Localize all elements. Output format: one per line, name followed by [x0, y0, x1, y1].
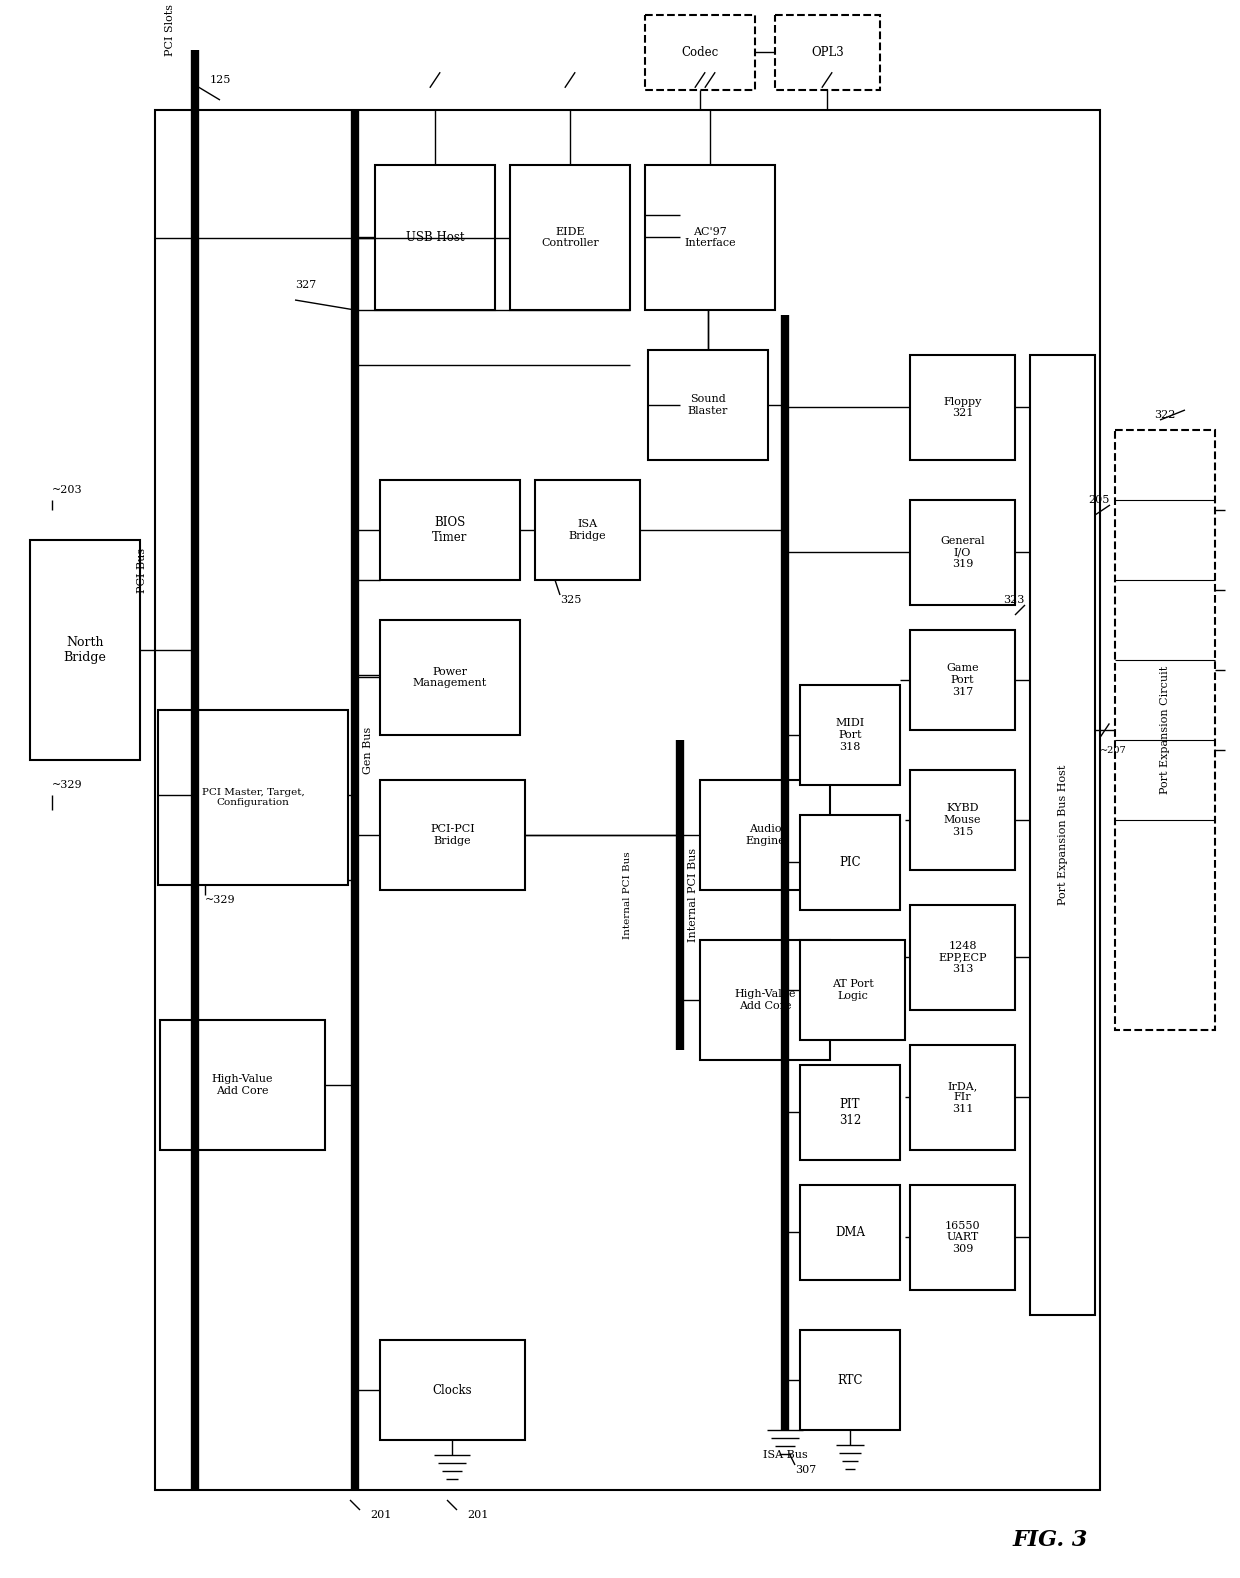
- Text: Clocks: Clocks: [433, 1384, 472, 1397]
- Text: Gen Bus: Gen Bus: [363, 726, 373, 773]
- Bar: [510, 166, 630, 309]
- Text: 325: 325: [560, 595, 582, 604]
- Text: ~207: ~207: [1100, 745, 1127, 754]
- Bar: [379, 620, 520, 735]
- Bar: [800, 685, 900, 784]
- Text: OPL3: OPL3: [811, 46, 844, 58]
- Text: PCI Bus: PCI Bus: [136, 548, 148, 593]
- Text: 201: 201: [370, 1510, 392, 1520]
- Bar: [155, 110, 1100, 1490]
- Text: Floppy
321: Floppy 321: [944, 396, 982, 418]
- Text: ~203: ~203: [52, 484, 83, 495]
- Text: 205: 205: [1089, 495, 1110, 505]
- Text: North
Bridge: North Bridge: [63, 636, 107, 664]
- Text: Game
Port
317: Game Port 317: [946, 663, 978, 696]
- Text: 1248
EPP,ECP
313: 1248 EPP,ECP 313: [939, 940, 987, 974]
- Bar: [160, 1019, 325, 1150]
- Bar: [910, 1185, 1016, 1289]
- Text: BIOS
Timer: BIOS Timer: [433, 516, 467, 544]
- Text: AT Port
Logic: AT Port Logic: [832, 980, 873, 1000]
- Text: 16550
UART
309: 16550 UART 309: [945, 1221, 981, 1255]
- Text: DMA: DMA: [835, 1226, 866, 1239]
- Text: 125: 125: [210, 76, 232, 85]
- Text: Audio
Engine: Audio Engine: [745, 824, 785, 846]
- Text: 201: 201: [467, 1510, 489, 1520]
- Bar: [645, 16, 755, 90]
- Bar: [800, 1185, 900, 1280]
- Text: Port Expansion Bus Host: Port Expansion Bus Host: [1058, 765, 1068, 906]
- Bar: [775, 16, 880, 90]
- Bar: [379, 480, 520, 581]
- Bar: [534, 480, 640, 581]
- Text: 307: 307: [795, 1464, 816, 1475]
- Text: Internal PCI Bus: Internal PCI Bus: [624, 851, 632, 939]
- Text: KYBD
Mouse
315: KYBD Mouse 315: [944, 803, 981, 836]
- Text: Internal PCI Bus: Internal PCI Bus: [688, 847, 698, 942]
- Text: High-Value
Add Core: High-Value Add Core: [212, 1075, 273, 1095]
- Text: USB Host: USB Host: [405, 230, 464, 245]
- Text: Sound
Blaster: Sound Blaster: [688, 394, 728, 415]
- Bar: [30, 540, 140, 761]
- Text: PIT
312: PIT 312: [839, 1098, 861, 1127]
- Text: ~329: ~329: [205, 895, 236, 906]
- Bar: [649, 350, 768, 461]
- Text: Codec: Codec: [681, 46, 719, 58]
- Text: PCI Slots: PCI Slots: [165, 5, 175, 55]
- Bar: [910, 770, 1016, 869]
- Bar: [910, 1045, 1016, 1150]
- Text: RTC: RTC: [837, 1373, 863, 1387]
- Bar: [910, 355, 1016, 461]
- Bar: [910, 500, 1016, 604]
- Bar: [374, 166, 495, 309]
- Bar: [1030, 355, 1095, 1314]
- Text: IrDA,
FIr
311: IrDA, FIr 311: [947, 1081, 977, 1114]
- Text: ISA
Bridge: ISA Bridge: [569, 519, 606, 541]
- Text: FIG. 3: FIG. 3: [1012, 1529, 1087, 1551]
- Text: AC'97
Interface: AC'97 Interface: [684, 227, 735, 248]
- Bar: [379, 780, 525, 890]
- Text: ~329: ~329: [52, 780, 83, 791]
- Bar: [800, 814, 900, 911]
- Text: 323: 323: [1003, 595, 1025, 604]
- Text: High-Value
Add Core: High-Value Add Core: [734, 989, 796, 1011]
- Text: EIDE
Controller: EIDE Controller: [541, 227, 599, 248]
- Text: ISA Bus: ISA Bus: [763, 1450, 807, 1460]
- Text: MIDI
Port
318: MIDI Port 318: [836, 718, 864, 751]
- Bar: [379, 1340, 525, 1441]
- Bar: [800, 940, 905, 1040]
- Bar: [800, 1330, 900, 1430]
- Text: General
I/O
319: General I/O 319: [940, 537, 985, 570]
- Text: 327: 327: [295, 279, 316, 290]
- Text: PCI Master, Target,
Configuration: PCI Master, Target, Configuration: [202, 787, 304, 808]
- Bar: [800, 1065, 900, 1160]
- Bar: [701, 940, 830, 1060]
- Bar: [701, 780, 830, 890]
- Text: PCI-PCI
Bridge: PCI-PCI Bridge: [430, 824, 475, 846]
- Bar: [910, 630, 1016, 731]
- Text: 322: 322: [1154, 410, 1176, 420]
- Text: Port Expansion Circuit: Port Expansion Circuit: [1159, 666, 1171, 794]
- Bar: [910, 906, 1016, 1010]
- Text: Power
Management: Power Management: [413, 666, 487, 688]
- Bar: [157, 710, 348, 885]
- Text: PIC: PIC: [839, 855, 861, 869]
- Bar: [645, 166, 775, 309]
- Bar: [1115, 429, 1215, 1030]
